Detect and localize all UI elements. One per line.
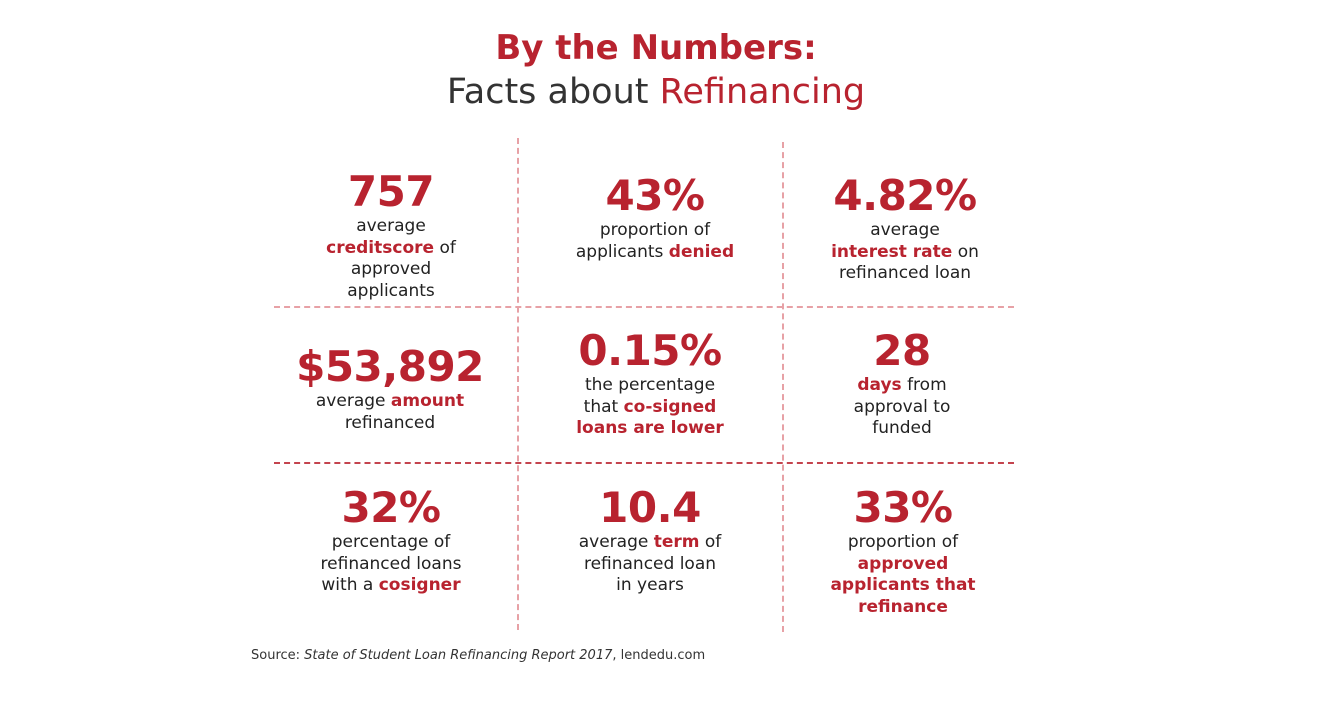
subtitle-accent: Refinancing xyxy=(659,72,866,112)
stat-description: average term of refinanced loan in years xyxy=(575,532,725,597)
desc-highlight: co-signed loans are lower xyxy=(576,396,724,439)
stat-days-to-fund: 28 days from approval to funded xyxy=(782,327,1022,440)
stat-value: 33% xyxy=(853,483,953,532)
stat-value: 4.82% xyxy=(833,171,977,220)
desc-highlight: interest rate xyxy=(831,241,953,262)
stat-description: days from approval to funded xyxy=(842,375,962,440)
stat-term: 10.4 average term of refinanced loan in … xyxy=(530,484,770,597)
stat-value: $53,892 xyxy=(296,342,484,391)
desc-text: on refinanced loan xyxy=(838,241,979,284)
desc-text: of refinanced loan in years xyxy=(583,532,722,595)
desc-highlight: score xyxy=(382,237,435,258)
desc-text: average xyxy=(356,216,426,236)
desc-highlight: approved applicants that refinance xyxy=(830,553,976,617)
stat-description: percentage of refinanced loans with a co… xyxy=(314,532,469,597)
desc-highlight: days xyxy=(857,375,902,395)
stat-value: 10.4 xyxy=(599,483,701,532)
stat-denied: 43% proportion of applicants denied xyxy=(535,172,775,263)
stat-description: proportion of applicants denied xyxy=(570,220,740,263)
desc-text: refinanced xyxy=(344,412,436,433)
desc-text: proportion of applicants xyxy=(575,220,711,262)
grid-divider-vertical-left xyxy=(517,138,519,630)
source-citation: Source: State of Student Loan Refinancin… xyxy=(251,648,705,663)
desc-text: percentage of refinanced loans with a xyxy=(320,532,462,595)
page-subtitle: Facts about Refinancing xyxy=(0,70,1312,114)
desc-highlight: term xyxy=(653,532,700,552)
desc-text: of approved applicants xyxy=(347,237,456,301)
stat-description: average amount refinanced xyxy=(310,391,470,434)
desc-text: average xyxy=(578,532,654,552)
stat-value: 32% xyxy=(341,483,441,532)
desc-text: average xyxy=(315,391,391,411)
stat-credit-score: 757 average creditscore of approved appl… xyxy=(271,168,511,302)
stat-description: proportion of approved applicants that r… xyxy=(808,532,998,618)
stat-description: average creditscore of approved applican… xyxy=(306,216,476,302)
stat-interest-rate: 4.82% average interest rate on refinance… xyxy=(785,172,1025,285)
desc-text: the percentage that xyxy=(583,375,716,417)
stat-description: the percentage that co-signed loans are … xyxy=(575,375,725,440)
page-title: By the Numbers: xyxy=(495,28,817,68)
stat-value: 43% xyxy=(605,171,705,220)
desc-text: from approval to funded xyxy=(853,375,951,438)
desc-highlight: credit xyxy=(326,237,383,258)
desc-highlight: amount xyxy=(390,391,465,411)
stat-cosigner-percentage: 32% percentage of refinanced loans with … xyxy=(271,484,511,597)
stat-cosigned-lower: 0.15% the percentage that co-signed loan… xyxy=(530,327,770,440)
stat-value: 0.15% xyxy=(578,326,722,375)
stat-value: 757 xyxy=(347,167,435,216)
desc-text: proportion of xyxy=(847,532,959,552)
desc-text: average xyxy=(870,220,940,240)
stat-approved-refinance: 33% proportion of approved applicants th… xyxy=(783,484,1023,618)
stat-value: 28 xyxy=(873,326,931,375)
grid-divider-vertical-right xyxy=(782,142,784,632)
desc-highlight: denied xyxy=(668,241,735,262)
source-report-title: State of Student Loan Refinancing Report… xyxy=(304,648,613,663)
grid-divider-horizontal-top xyxy=(274,306,1014,308)
stat-description: average interest rate on refinanced loan xyxy=(830,220,980,285)
grid-divider-horizontal-bottom xyxy=(274,462,1014,464)
desc-highlight: cosigner xyxy=(378,575,461,595)
subtitle-prefix: Facts about xyxy=(446,72,660,112)
source-suffix: , lendedu.com xyxy=(612,648,706,663)
source-prefix: Source: xyxy=(251,648,305,663)
stat-amount: $53,892 average amount refinanced xyxy=(270,343,510,434)
